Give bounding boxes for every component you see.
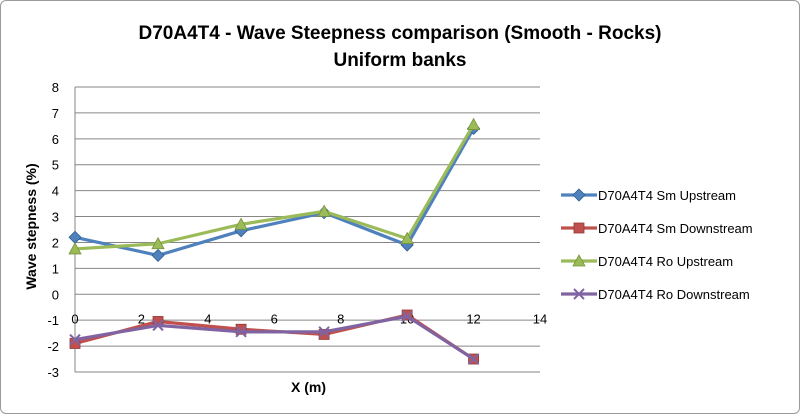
y-tick-label: -1	[47, 313, 59, 328]
y-tick-label: 1	[52, 261, 59, 276]
legend-item: D70A4T4 Sm Downstream	[561, 221, 753, 236]
series-1	[68, 121, 481, 262]
marker-triangle	[400, 231, 414, 244]
y-tick-label: 0	[52, 287, 59, 302]
series-group	[68, 117, 481, 365]
x-tick-label: 6	[271, 311, 278, 326]
legend: D70A4T4 Sm Upstream D70A4T4 Sm Downstream…	[561, 188, 753, 302]
marker-diamond	[151, 248, 165, 262]
marker-triangle	[68, 242, 82, 255]
marker-x	[152, 319, 164, 332]
legend-item: D70A4T4 Sm Upstream	[561, 188, 736, 203]
y-tick-label: 5	[52, 158, 59, 173]
gridlines	[74, 86, 540, 373]
legend-item: D70A4T4 Ro Downstream	[561, 287, 750, 302]
marker-square	[235, 323, 247, 335]
y-tick-label: -3	[47, 365, 59, 380]
y-axis-title: Wave stepness (%)	[23, 163, 39, 289]
marker-x	[401, 310, 413, 323]
x-tick-label: 0	[71, 311, 78, 326]
series-line	[74, 127, 475, 258]
marker-x	[573, 288, 585, 300]
marker-triangle	[151, 236, 165, 250]
marker-triangle	[572, 254, 586, 267]
legend-label: D70A4T4 Sm Upstream	[598, 188, 736, 203]
legend-label: D70A4T4 Ro Downstream	[598, 287, 750, 302]
y-tick-label: 3	[52, 210, 59, 225]
y-tick-label: -2	[47, 339, 59, 354]
legend-item: D70A4T4 Ro Upstream	[561, 254, 733, 269]
chart-title-line-1: D70A4T4 - Wave Steepness comparison (Smo…	[138, 23, 662, 44]
x-axis-title: X (m)	[291, 379, 326, 395]
marker-square	[573, 222, 585, 234]
marker-x	[235, 326, 247, 338]
y-tick-label: 2	[52, 235, 59, 250]
x-tick-label: 8	[337, 311, 344, 326]
marker-square	[318, 329, 330, 340]
y-tick-labels: -3 -2 -1 0 1 2 3 4 5 6 7 8	[47, 80, 59, 380]
series-4	[69, 310, 480, 365]
x-tick-label: 2	[138, 311, 145, 326]
marker-triangle	[317, 204, 331, 217]
x-tick-label: 4	[204, 311, 211, 326]
series-line	[74, 314, 475, 361]
y-tick-label: 4	[52, 184, 59, 199]
marker-triangle	[234, 217, 248, 230]
marker-diamond	[68, 230, 82, 244]
y-tick-label: 6	[52, 132, 59, 147]
marker-x	[69, 333, 81, 346]
x-tick-label: 14	[533, 311, 547, 326]
marker-x	[318, 326, 330, 338]
legend-label: D70A4T4 Ro Upstream	[598, 254, 733, 269]
marker-x	[467, 353, 480, 365]
legend-label: D70A4T4 Sm Downstream	[598, 221, 753, 236]
y-tick-label: 7	[52, 106, 59, 121]
x-tick-label: 12	[466, 311, 480, 326]
y-tick-label: 8	[52, 80, 59, 95]
series-line	[74, 123, 475, 251]
marker-triangle	[466, 117, 481, 130]
series-3	[68, 117, 481, 255]
marker-diamond	[572, 188, 586, 202]
chart-title: D70A4T4 - Wave Steepness comparison (Smo…	[0, 20, 800, 74]
chart-title-line-2: Uniform banks	[333, 50, 467, 71]
